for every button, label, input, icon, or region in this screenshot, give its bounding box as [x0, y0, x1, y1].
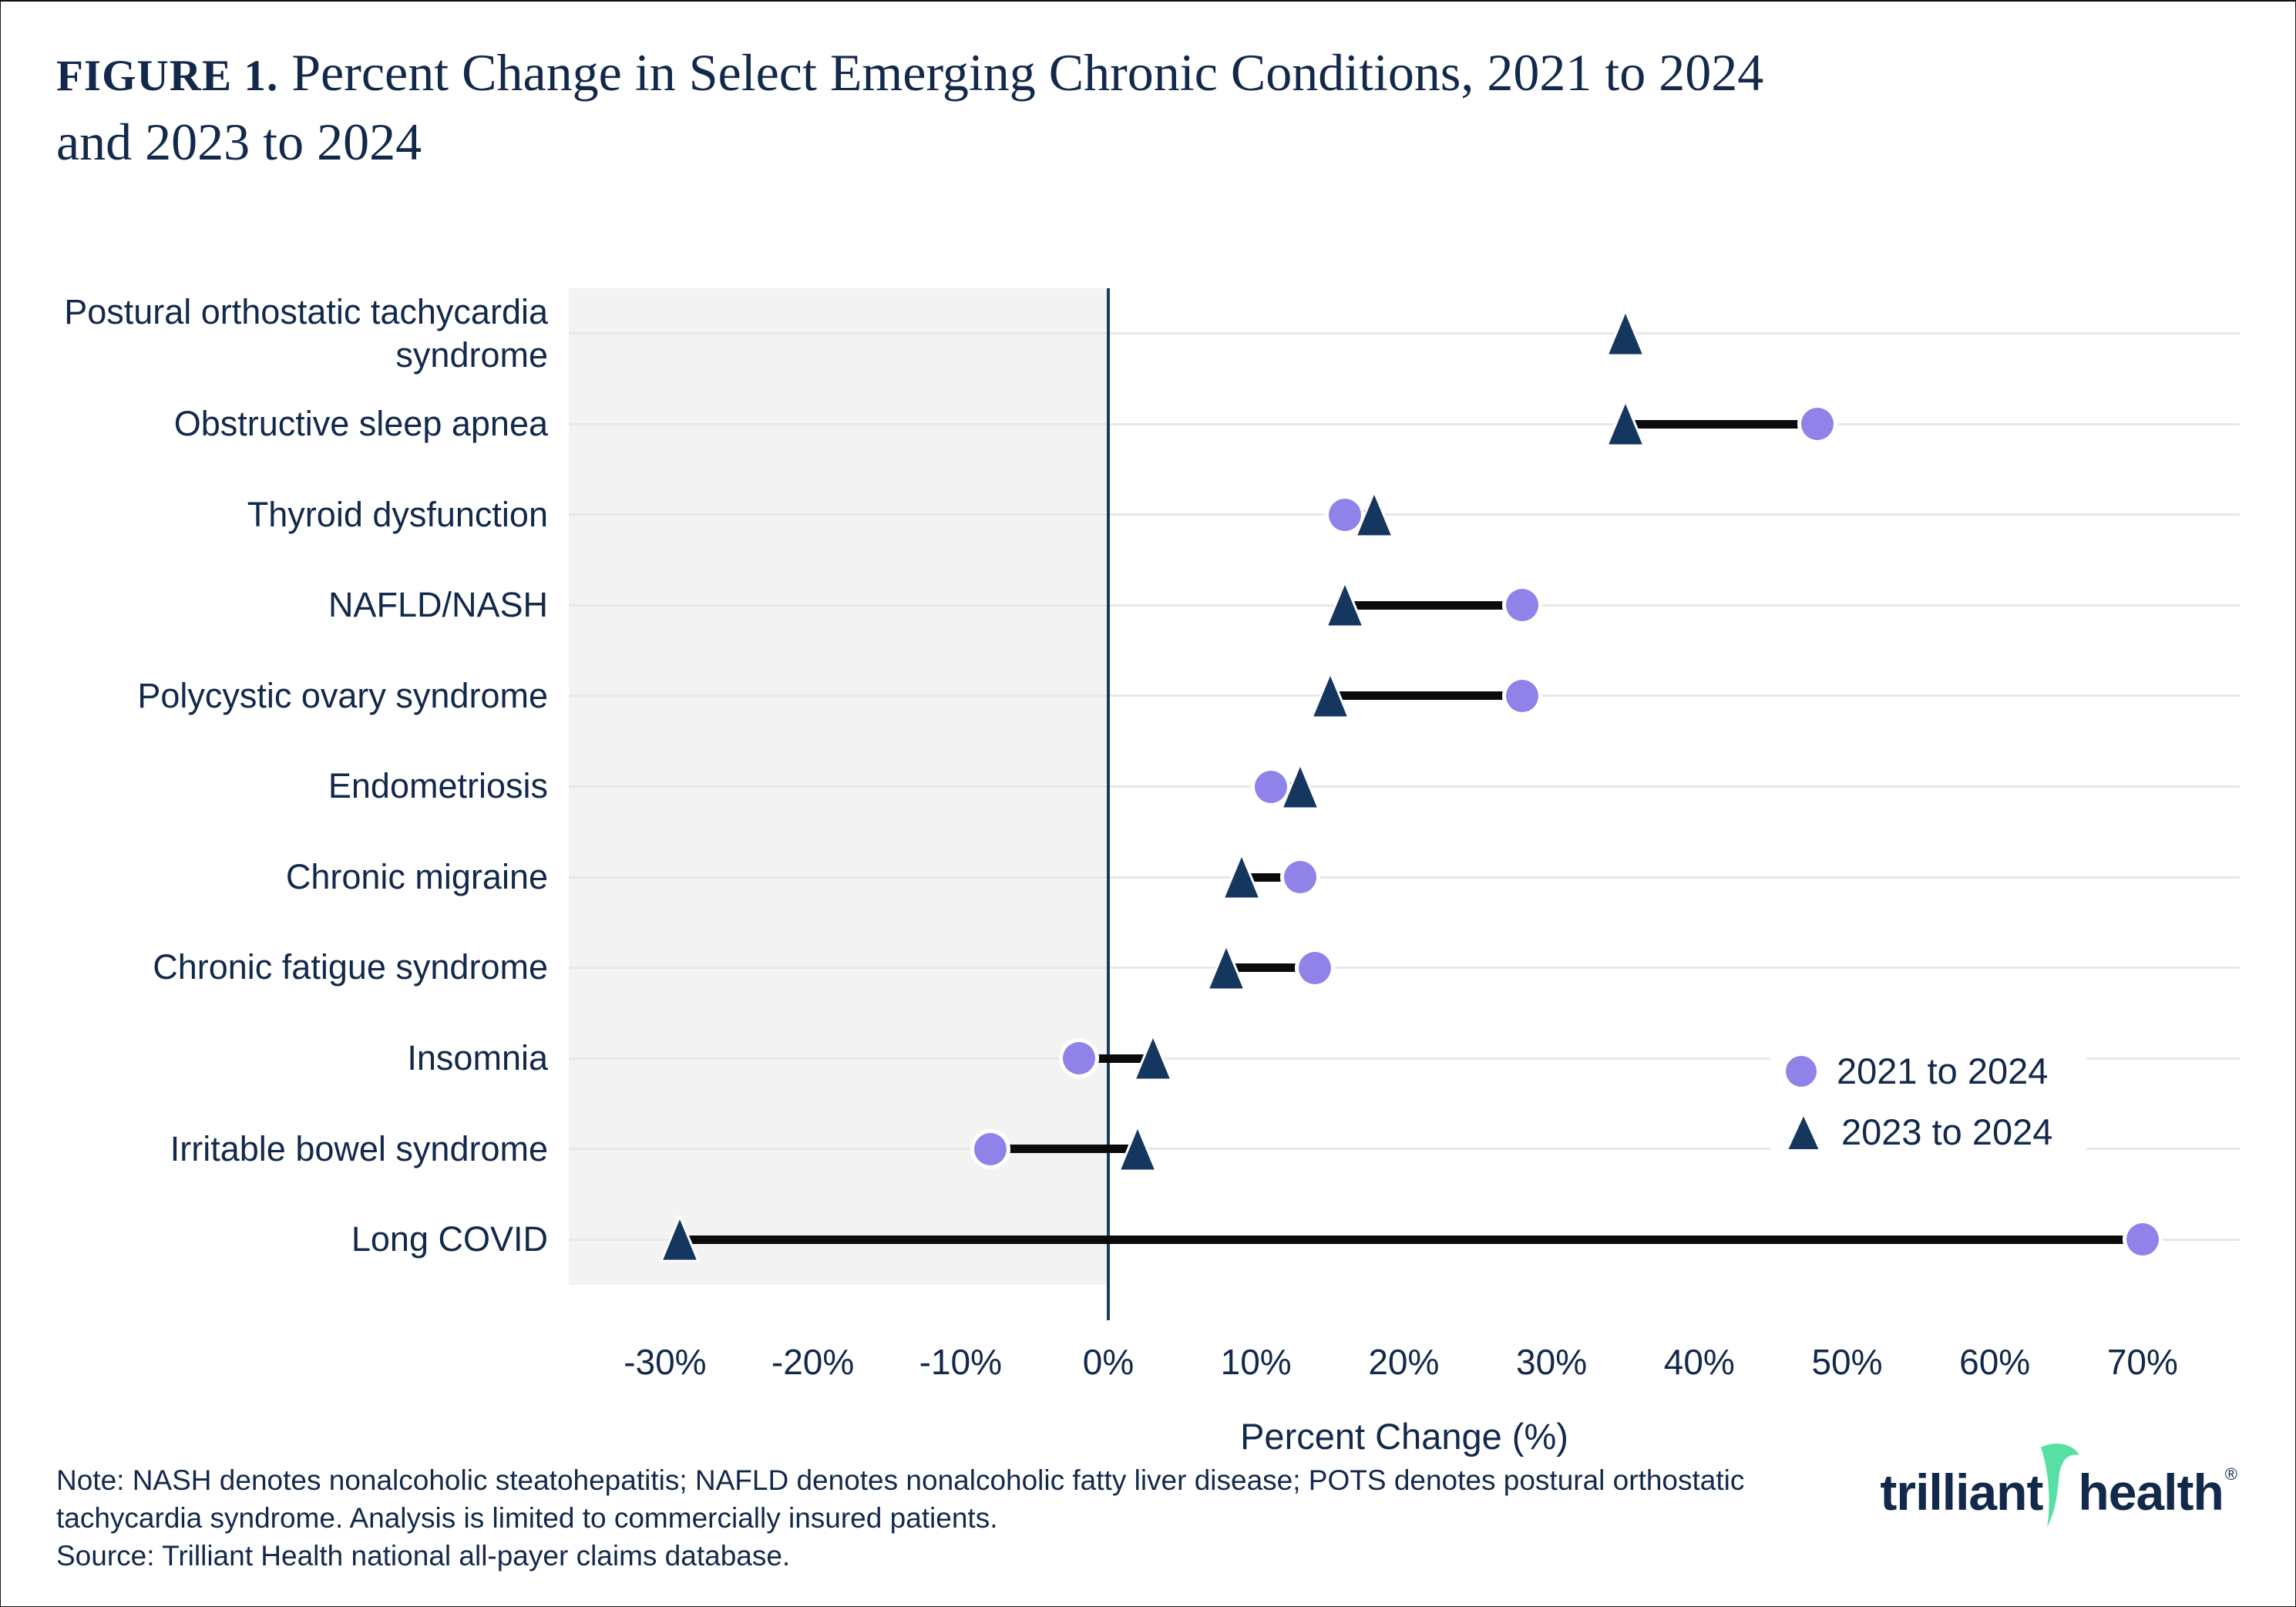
triangle-marker — [1324, 580, 1365, 628]
triangle-marker — [1605, 308, 1646, 357]
gridline — [569, 967, 2240, 970]
connector-line — [1226, 963, 1316, 973]
triangle-marker — [1221, 852, 1262, 900]
connector-line — [990, 1145, 1138, 1154]
connector-line — [1078, 1054, 1153, 1063]
gridline — [569, 1057, 2240, 1060]
connector-line — [680, 1235, 2143, 1244]
x-tick-label: 70% — [2106, 1342, 2178, 1382]
circle-marker — [1505, 679, 1538, 712]
x-tick-label: 50% — [1811, 1342, 1883, 1382]
triangle-legend-marker-icon — [1786, 1112, 1821, 1151]
triangle-marker — [659, 1214, 701, 1262]
legend-label: 2021 to 2024 — [1837, 1051, 2049, 1091]
gridline — [569, 785, 2240, 788]
category-label: Chronic fatigue syndrome — [153, 947, 548, 987]
figure-number-label: FIGURE 1. — [56, 52, 279, 100]
x-tick-label: 10% — [1220, 1342, 1292, 1382]
logo-leaf-icon — [2041, 1444, 2080, 1528]
source-line: Source: Trilliant Health national all-pa… — [56, 1540, 791, 1572]
connector-line — [1330, 691, 1522, 701]
gridline — [569, 876, 2240, 879]
circle-marker — [1801, 408, 1834, 441]
note-text: Note: NASH denotes nonalcoholic steatohe… — [56, 1461, 1744, 1575]
category-label: Endometriosis — [328, 766, 548, 806]
circle-marker — [1254, 770, 1287, 803]
zero-baseline — [1107, 288, 1110, 1320]
figure-title: FIGURE 1. Percent Change in Select Emerg… — [56, 39, 1798, 177]
gridline — [569, 1148, 2240, 1151]
x-tick-label: 20% — [1368, 1342, 1440, 1382]
legend-label: 2023 to 2024 — [1841, 1111, 2053, 1152]
circle-marker — [973, 1132, 1007, 1165]
legend: 2021 to 2024 2023 to 2024 — [1770, 1039, 2087, 1165]
gridline — [569, 332, 2240, 335]
x-tick-label: 40% — [1663, 1342, 1735, 1382]
circle-marker — [1328, 498, 1361, 531]
category-label: Insomnia — [407, 1038, 548, 1077]
x-tick-label: 0% — [1082, 1342, 1135, 1382]
category-label: NAFLD/NASH — [328, 585, 548, 625]
note-line: Note: NASH denotes nonalcoholic steatohe… — [56, 1464, 1745, 1496]
category-label: Polycystic ovary syndrome — [137, 675, 548, 715]
circle-marker — [2126, 1223, 2159, 1256]
gridline — [569, 422, 2240, 425]
connector-line — [1241, 872, 1301, 882]
circle-legend-marker-icon — [1786, 1055, 1817, 1087]
x-tick-label: -10% — [919, 1342, 1002, 1382]
plot-area — [569, 288, 2240, 1320]
x-tick-label: -20% — [771, 1342, 855, 1382]
gridline — [569, 513, 2240, 516]
circle-marker — [1062, 1042, 1095, 1075]
connector-line — [1344, 600, 1522, 610]
category-label: Long COVID — [351, 1219, 548, 1259]
category-label: Thyroid dysfunction — [247, 494, 548, 534]
x-axis-title: Percent Change (%) — [1240, 1416, 1568, 1457]
category-label: Postural orthostatic tachycardia syndrom… — [64, 291, 548, 375]
triangle-marker — [1132, 1033, 1173, 1081]
category-label: Irritable bowel syndrome — [170, 1128, 548, 1168]
logo-word-health: health — [2078, 1464, 2224, 1521]
triangle-marker — [1206, 942, 1247, 991]
legend-item-2023-2024: 2023 to 2024 — [1786, 1111, 2052, 1153]
figure-title-text: Percent Change in Select Emerging Chroni… — [56, 43, 1764, 171]
x-tick-label: -30% — [624, 1342, 707, 1382]
triangle-marker — [1118, 1123, 1158, 1172]
triangle-marker — [1353, 489, 1395, 538]
triangle-marker — [1309, 670, 1350, 719]
category-label: Chronic migraine — [285, 856, 548, 896]
trilliant-health-logo: trilliant health ® — [1880, 1444, 2237, 1529]
triangle-marker — [1279, 761, 1321, 809]
category-label: Obstructive sleep apnea — [173, 404, 548, 444]
triangle-marker — [1605, 398, 1646, 447]
logo-word-trilliant: trilliant — [1880, 1464, 2043, 1521]
note-line: tachycardia syndrome. Analysis is limite… — [56, 1502, 998, 1535]
circle-marker — [1299, 951, 1332, 984]
circle-marker — [1505, 589, 1538, 622]
registered-trademark-symbol: ® — [2224, 1464, 2237, 1484]
x-tick-label: 60% — [1959, 1342, 2031, 1382]
x-tick-label: 30% — [1516, 1342, 1588, 1382]
connector-line — [1625, 419, 1818, 429]
legend-item-2021-2024: 2021 to 2024 — [1786, 1050, 2052, 1092]
circle-marker — [1284, 861, 1317, 894]
